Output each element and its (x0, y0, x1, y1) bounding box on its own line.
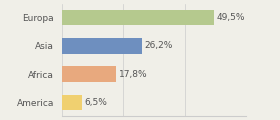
Text: 6,5%: 6,5% (84, 98, 107, 107)
Bar (62, 10, 214, 25)
Text: 26,2%: 26,2% (145, 41, 173, 50)
Text: 17,8%: 17,8% (119, 70, 148, 79)
Bar (62, 95, 82, 110)
Bar (62, 66, 116, 82)
Bar (62, 38, 142, 54)
Text: 49,5%: 49,5% (216, 13, 245, 22)
